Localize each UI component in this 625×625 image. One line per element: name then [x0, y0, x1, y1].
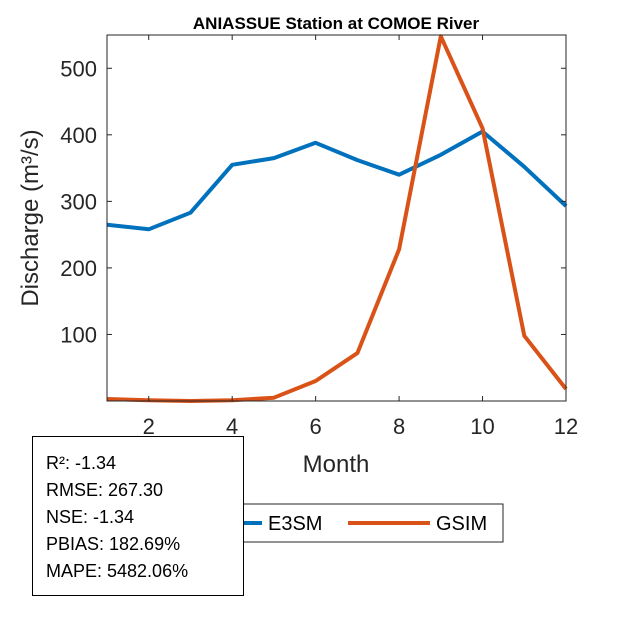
y-tick-label: 100 [60, 322, 97, 347]
x-tick-label: 12 [554, 414, 578, 439]
x-tick-label: 4 [226, 414, 238, 439]
x-tick-label: 6 [310, 414, 322, 439]
x-tick-label: 2 [143, 414, 155, 439]
y-tick-label: 500 [60, 56, 97, 81]
metrics-annotation-box: R²: -1.34 RMSE: 267.30 NSE: -1.34 PBIAS:… [32, 436, 244, 596]
y-axis-ticks: 100 200 300 400 500 [60, 56, 566, 347]
chart-title: ANIASSUE Station at COMOE River [193, 14, 480, 33]
x-tick-label: 10 [470, 414, 494, 439]
metric-r2: R²: -1.34 [46, 453, 117, 473]
legend-label-gsim: GSIM [436, 513, 487, 535]
metric-rmse: RMSE: 267.30 [46, 480, 164, 500]
x-axis-ticks: 2 4 6 8 10 12 [143, 35, 578, 439]
y-tick-label: 200 [60, 256, 97, 281]
x-axis-label: Month [303, 451, 370, 478]
legend-label-e3sm: E3SM [268, 513, 322, 535]
plot-lines [106, 34, 568, 403]
series-line-e3sm [106, 129, 568, 232]
metric-nse: NSE: -1.34 [46, 507, 135, 527]
metric-pbias: PBIAS: 182.69% [46, 534, 181, 554]
legend: E3SM GSIM [231, 503, 504, 543]
legend-box [231, 503, 504, 543]
y-axis-label: Discharge (m³/s) [17, 129, 44, 306]
plot-area-frame [106, 34, 567, 402]
metric-mape: MAPE: 5482.06% [46, 561, 189, 581]
y-tick-label: 400 [60, 123, 97, 148]
x-tick-label: 8 [393, 414, 405, 439]
y-tick-label: 300 [60, 189, 97, 214]
